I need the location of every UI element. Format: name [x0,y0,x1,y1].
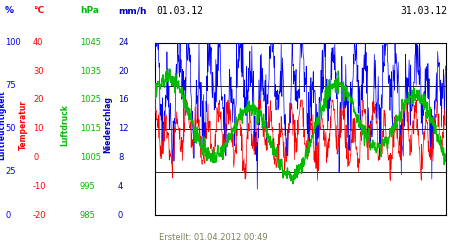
Text: 10: 10 [33,124,44,133]
Text: %: % [5,6,14,15]
Text: hPa: hPa [80,6,99,15]
Text: 30: 30 [33,67,44,76]
Text: Erstellt: 01.04.2012 00:49: Erstellt: 01.04.2012 00:49 [159,233,267,242]
Text: Luftdruck: Luftdruck [60,104,69,146]
Text: 12: 12 [118,124,129,133]
Text: 20: 20 [33,96,44,104]
Text: 25: 25 [5,168,15,176]
Text: 50: 50 [5,124,15,133]
Text: 1045: 1045 [80,38,101,47]
Text: mm/h: mm/h [118,6,147,15]
Text: 1025: 1025 [80,96,101,104]
Text: -10: -10 [33,182,46,191]
Text: 40: 40 [33,38,44,47]
Text: 1035: 1035 [80,67,101,76]
Text: 16: 16 [118,96,129,104]
Text: 0: 0 [33,153,38,162]
Text: 100: 100 [5,38,21,47]
Text: 01.03.12: 01.03.12 [157,6,204,16]
Text: 0: 0 [118,210,123,220]
Text: 8: 8 [118,153,123,162]
Text: 4: 4 [118,182,123,191]
Text: Luftfeuchtigkeit: Luftfeuchtigkeit [0,90,6,160]
Text: -20: -20 [33,210,46,220]
Text: Niederschlag: Niederschlag [104,96,112,154]
Text: 0: 0 [5,210,10,220]
Text: 20: 20 [118,67,129,76]
Text: 1005: 1005 [80,153,101,162]
Text: °C: °C [33,6,44,15]
Text: 985: 985 [80,210,96,220]
Text: 31.03.12: 31.03.12 [400,6,447,16]
Text: 75: 75 [5,81,16,90]
Text: 24: 24 [118,38,129,47]
Text: 1015: 1015 [80,124,101,133]
Text: 995: 995 [80,182,96,191]
Text: Temperatur: Temperatur [18,100,27,150]
